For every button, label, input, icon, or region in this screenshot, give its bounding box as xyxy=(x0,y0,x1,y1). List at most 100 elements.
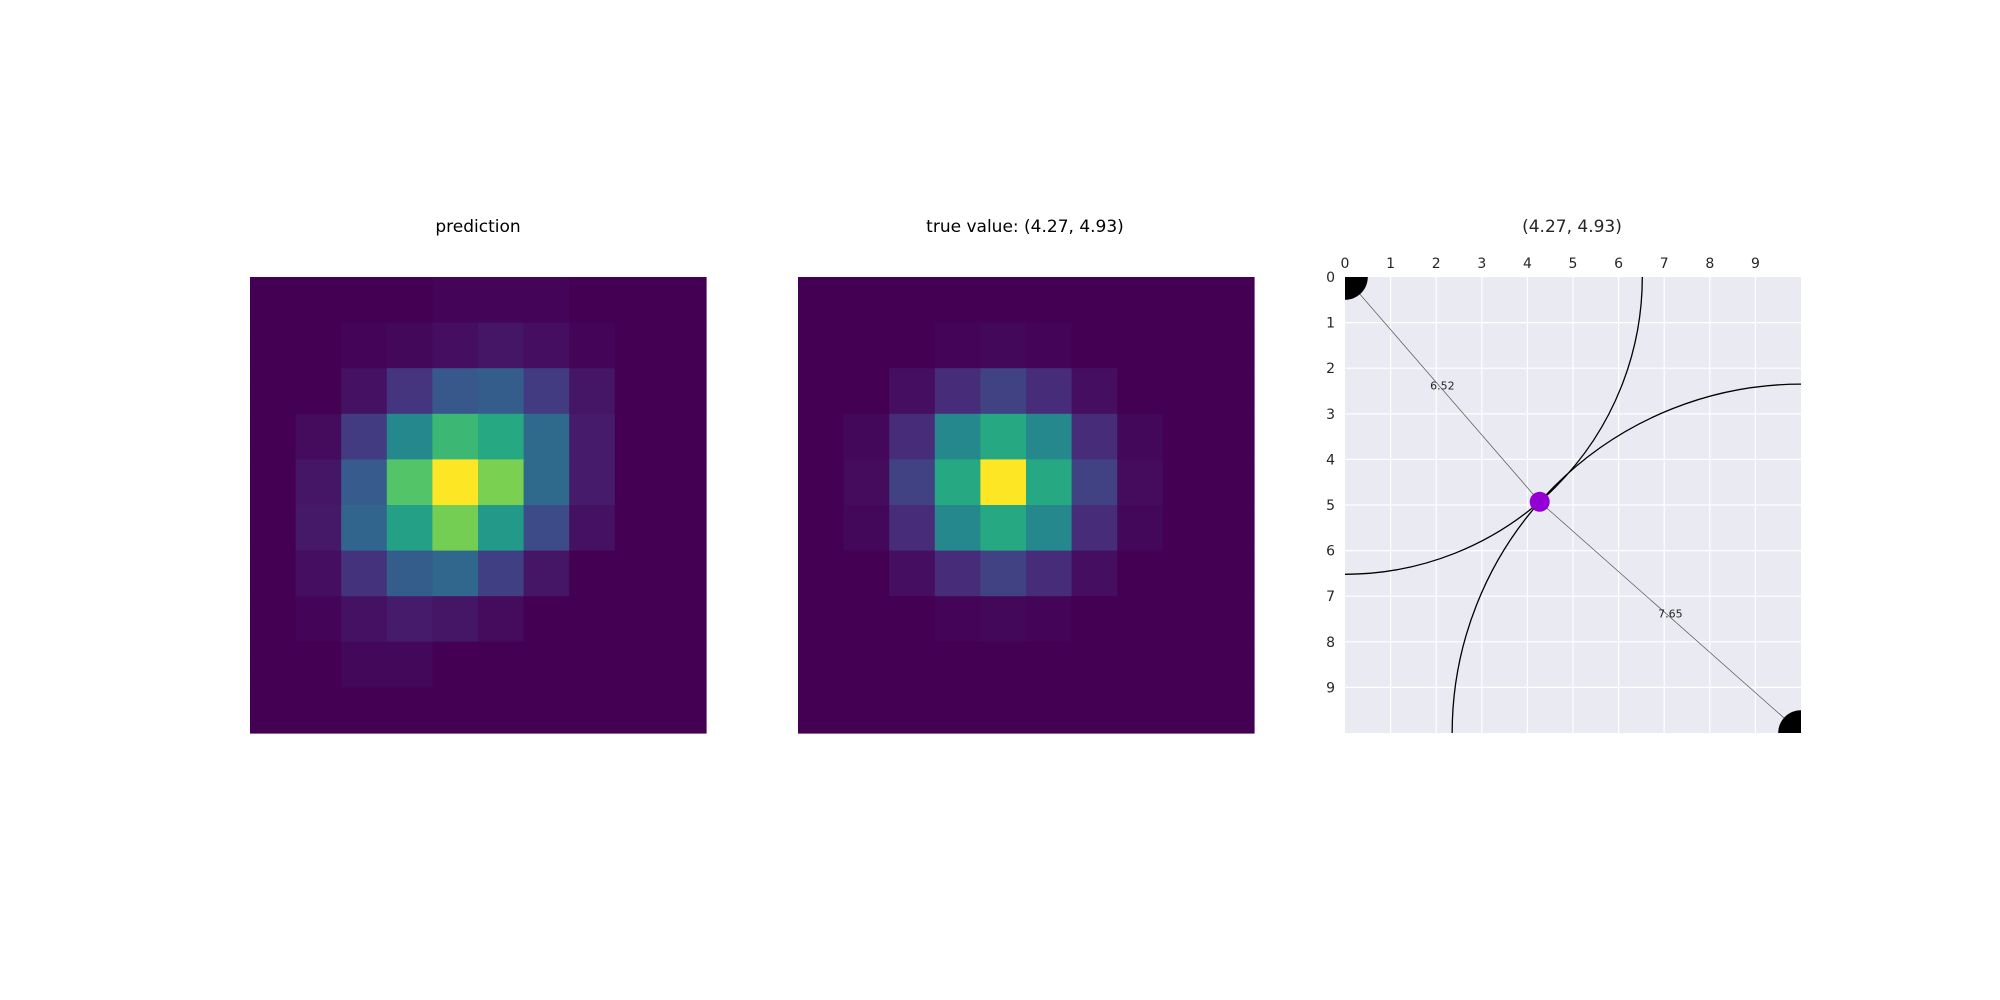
heatmap-cell xyxy=(250,505,297,552)
heatmap-cell xyxy=(1071,505,1118,552)
heatmap-cell xyxy=(1026,687,1073,734)
heatmap-cell xyxy=(569,687,616,734)
heatmap-cell xyxy=(934,687,981,734)
heatmap-cell xyxy=(1026,596,1073,643)
heatmap-cell xyxy=(798,322,845,369)
heatmap-cell xyxy=(523,550,570,597)
heatmap-cell xyxy=(432,413,479,460)
heatmap-cell xyxy=(1026,277,1073,324)
distance-line xyxy=(1539,501,1801,733)
heatmap-cell xyxy=(1208,550,1255,597)
x-tick-label: 1 xyxy=(1386,256,1395,272)
heatmap-cell xyxy=(889,459,936,506)
heatmap-cell xyxy=(1026,505,1073,552)
heatmap-cell xyxy=(980,413,1027,460)
heatmap-cell xyxy=(798,596,845,643)
heatmap-cell xyxy=(569,413,616,460)
heatmap-cell xyxy=(980,596,1027,643)
heatmap-cell xyxy=(432,505,479,552)
heatmap-cell xyxy=(478,277,525,324)
estimated-point xyxy=(1529,491,1550,512)
heatmap-cell xyxy=(1071,277,1118,324)
heatmap-cell xyxy=(614,505,661,552)
heatmap-cell xyxy=(569,277,616,324)
heatmap-cell xyxy=(934,505,981,552)
heatmap-cell xyxy=(1117,277,1164,324)
heatmap-cell xyxy=(843,687,890,734)
heatmap-cell xyxy=(614,459,661,506)
heatmap-cell xyxy=(1162,687,1209,734)
heatmap-cell xyxy=(934,550,981,597)
y-tick-label: 5 xyxy=(1326,498,1335,514)
heatmap-cell xyxy=(1162,641,1209,688)
heatmap-cell xyxy=(250,459,297,506)
heatmap-cell xyxy=(614,641,661,688)
heatmap-cell xyxy=(614,687,661,734)
heatmap-cell xyxy=(889,368,936,415)
heatmap-cell xyxy=(569,641,616,688)
heatmap-cell xyxy=(1162,413,1209,460)
heatmap-cell xyxy=(1208,596,1255,643)
heatmap-cell xyxy=(614,550,661,597)
heatmap-cell xyxy=(341,459,388,506)
heatmap-cell xyxy=(386,505,433,552)
x-tick-label: 9 xyxy=(1751,256,1760,272)
heatmap-cell xyxy=(980,505,1027,552)
heatmap-cell xyxy=(432,459,479,506)
heatmap-cell xyxy=(614,368,661,415)
y-tick-label: 2 xyxy=(1326,361,1335,377)
heatmap-cell xyxy=(660,550,707,597)
heatmap-cell xyxy=(843,368,890,415)
heatmap-cell xyxy=(798,550,845,597)
y-tick-label: 7 xyxy=(1326,589,1335,605)
heatmap-cell xyxy=(798,413,845,460)
heatmap-cell xyxy=(341,550,388,597)
heatmap-cell xyxy=(1071,322,1118,369)
heatmap-cell xyxy=(843,596,890,643)
y-tick-label: 3 xyxy=(1326,407,1335,423)
heatmap-cell xyxy=(798,687,845,734)
heatmap-cell xyxy=(432,687,479,734)
heatmap-cell xyxy=(843,413,890,460)
heatmap-cell xyxy=(660,322,707,369)
heatmap-cell xyxy=(1026,413,1073,460)
heatmap-cell xyxy=(614,277,661,324)
heatmap-cell xyxy=(798,641,845,688)
heatmap-cell xyxy=(478,368,525,415)
heatmap-cell xyxy=(1071,459,1118,506)
prediction-heatmap xyxy=(250,277,707,734)
heatmap-cell xyxy=(386,459,433,506)
heatmap-cell xyxy=(569,596,616,643)
heatmap-cell xyxy=(934,277,981,324)
heatmap-cell xyxy=(798,459,845,506)
y-tick-label: 0 xyxy=(1326,270,1335,286)
heatmap-cell xyxy=(1208,277,1255,324)
heatmap-cell xyxy=(1071,368,1118,415)
heatmap-cell xyxy=(432,277,479,324)
heatmap-cell xyxy=(523,641,570,688)
heatmap-cell xyxy=(614,413,661,460)
heatmap-cell xyxy=(660,687,707,734)
heatmap-cell xyxy=(889,505,936,552)
distance-label: 6.52 xyxy=(1430,379,1455,392)
heatmap-cell xyxy=(295,687,342,734)
heatmap-cell xyxy=(341,277,388,324)
heatmap-cell xyxy=(980,277,1027,324)
heatmap-cell xyxy=(889,322,936,369)
anchor-point xyxy=(1345,277,1368,300)
heatmap-cell xyxy=(295,505,342,552)
heatmap-cell xyxy=(1026,641,1073,688)
heatmap-cell xyxy=(523,368,570,415)
heatmap-cell xyxy=(934,596,981,643)
heatmap-cell xyxy=(980,550,1027,597)
heatmap-cell xyxy=(341,687,388,734)
heatmap-cell xyxy=(1162,277,1209,324)
heatmap-cell xyxy=(1071,550,1118,597)
heatmap-cell xyxy=(1208,368,1255,415)
heatmap-cell xyxy=(1208,687,1255,734)
heatmap-cell xyxy=(295,322,342,369)
heatmap-cell xyxy=(1208,505,1255,552)
heatmap-cell xyxy=(386,368,433,415)
heatmap-cell xyxy=(1162,550,1209,597)
heatmap-cell xyxy=(843,459,890,506)
